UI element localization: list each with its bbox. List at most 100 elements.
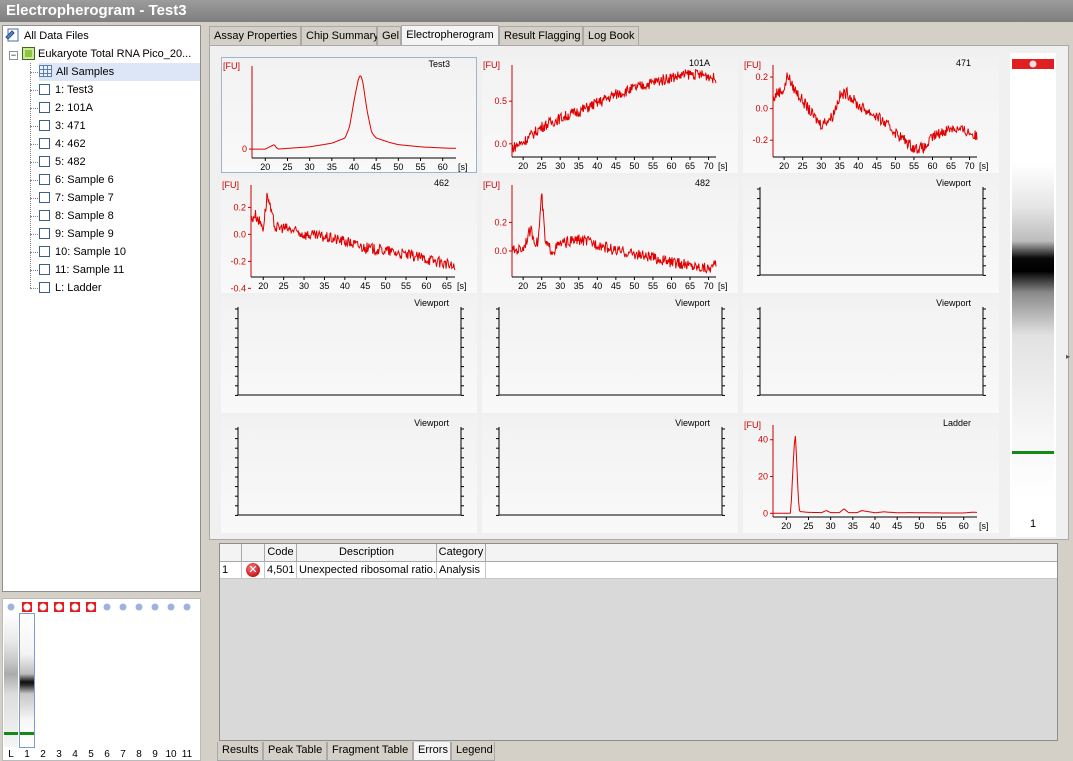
gel-lane-11[interactable]	[180, 614, 194, 747]
gel-lane-6[interactable]	[100, 614, 114, 747]
gel-lane-9[interactable]	[148, 614, 162, 747]
lane-flag-icon	[70, 602, 80, 612]
fu-axis-label: [FU]	[744, 420, 761, 430]
lane-label: 8	[136, 749, 142, 760]
bottom-tab-peak-table[interactable]: Peak Table	[263, 742, 327, 761]
tree-item-8-sample-8[interactable]: 8: Sample 8	[39, 207, 189, 225]
gel-lane-5[interactable]	[84, 614, 98, 747]
category-column-header[interactable]: Category	[437, 544, 486, 562]
viewport-plot[interactable]: Viewport	[743, 297, 999, 413]
tree-item-1-test3[interactable]: 1: Test3	[39, 81, 189, 99]
lane-dot-icon	[166, 602, 176, 612]
tree-item-5-482[interactable]: 5: 482	[39, 153, 189, 171]
gel-lane-3[interactable]	[52, 614, 66, 747]
lane-flag-icon	[54, 602, 64, 612]
error-category[interactable]: Analysis	[437, 562, 486, 579]
tree-root[interactable]: All Data Files	[5, 27, 89, 45]
error-description[interactable]: Unexpected ribosomal ratio.	[297, 562, 437, 579]
x-tick-label: 60	[421, 281, 431, 291]
tree-file[interactable]: Eukaryote Total RNA Pico_20...	[22, 45, 191, 63]
plot-462[interactable]: 462 [FU] 20 25 30 35 40 45 50 55 60 65 [s] 0.2 0.0 -0.2…	[221, 177, 477, 293]
tab-assay-properties[interactable]: Assay Properties	[209, 26, 301, 45]
gel-lane-7[interactable]	[116, 614, 130, 747]
code-column-header[interactable]: Code	[265, 544, 297, 562]
sample-icon	[39, 119, 50, 131]
plot-471[interactable]: 471 [FU] 20 25 30 35 40 45 50 55 60 65 70 [s] 0.2 0.0 -0…	[743, 57, 999, 173]
tree-collapse-icon[interactable]: −	[9, 50, 18, 60]
x-tick-label: 55	[937, 521, 947, 531]
tab-gel[interactable]: Gel	[377, 26, 401, 45]
x-tick-label: 50	[393, 162, 403, 172]
bottom-tab-errors[interactable]: Errors	[413, 742, 451, 761]
tree-item-11-sample-11[interactable]: 11: Sample 11	[39, 261, 189, 279]
x-tick-label: 35	[327, 162, 337, 172]
gel-overview[interactable]: L 1 2 3 4 5 6 7 8 9 10 11	[2, 598, 201, 761]
x-tick-label: 55	[648, 281, 658, 291]
error-code[interactable]: 4,501	[265, 562, 297, 579]
tab-log-book[interactable]: Log Book	[583, 26, 639, 45]
gel-lane-4[interactable]	[68, 614, 82, 747]
lane-flag-icon	[22, 602, 32, 612]
fu-axis-label: [FU]	[483, 180, 500, 190]
sample-icon	[39, 263, 50, 275]
bottom-tab-fragment-table[interactable]: Fragment Table	[327, 742, 413, 761]
x-tick-label: 20	[260, 162, 270, 172]
tree-item-3-471[interactable]: 3: 471	[39, 117, 189, 135]
x-tick-label: 20	[258, 281, 268, 291]
x-tick-label: 20	[779, 161, 789, 171]
x-tick-label: 40	[870, 521, 880, 531]
y-tick-label: 0.2	[494, 217, 507, 227]
gel-lane-2[interactable]	[36, 614, 50, 747]
lane-label: 9	[152, 749, 158, 760]
tree-item-10-sample-10[interactable]: 10: Sample 10	[39, 243, 189, 261]
tab-result-flagging[interactable]: Result Flagging	[499, 26, 583, 45]
error-icon: ✕	[246, 563, 260, 577]
x-tick-label: 65	[685, 281, 695, 291]
data-files-tree[interactable]: All Data Files − Eukaryote Total RNA Pic…	[2, 25, 201, 592]
viewport-plot[interactable]: Viewport	[482, 297, 738, 413]
description-column-header[interactable]: Description	[297, 544, 437, 562]
gel-lane-10[interactable]	[164, 614, 178, 747]
x-tick-label: 45	[371, 162, 381, 172]
tree-item-label: 9: Sample 9	[55, 228, 114, 240]
x-tick-label: 50	[629, 161, 639, 171]
tree-item-9-sample-9[interactable]: 9: Sample 9	[39, 225, 189, 243]
tree-item-2-101a[interactable]: 2: 101A	[39, 99, 189, 117]
errors-table: Code Description Category 1 ✕ 4,501 Unex…	[219, 543, 1058, 741]
plot-ladder[interactable]: Ladder [FU] 20 25 30 35 40 45 50 55 60 [s] 40 20 0	[743, 417, 999, 533]
x-tick-label: 50	[914, 521, 924, 531]
bottom-tab-legend[interactable]: Legend	[451, 742, 495, 761]
plot-482[interactable]: 482 [FU] 20 25 30 35 40 45 50 55 60 65 70 [s] 0.2 0.0	[482, 177, 738, 293]
expand-arrow-icon[interactable]: ▸	[1066, 352, 1071, 361]
plot-test3[interactable]: Test3 [FU] 20 25 30 35 40 45 50 55 60 [s] 0	[221, 57, 477, 173]
tree-item-7-sample-7[interactable]: 7: Sample 7	[39, 189, 189, 207]
lane-number: 1	[1030, 518, 1036, 530]
viewport-plot[interactable]: Viewport	[221, 417, 477, 533]
gel-lane-8[interactable]	[132, 614, 146, 747]
tree-item-4-462[interactable]: 4: 462	[39, 135, 189, 153]
viewport-plot[interactable]: Viewport	[743, 177, 999, 293]
row-index[interactable]: 1	[220, 562, 242, 579]
gel-lane-1[interactable]	[19, 613, 35, 748]
x-tick-label: 40	[853, 161, 863, 171]
x-tick-label: 45	[611, 281, 621, 291]
viewport-plot[interactable]: Viewport	[221, 297, 477, 413]
lane-label: 10	[165, 749, 177, 760]
tab-electropherogram[interactable]: Electropherogram	[401, 25, 499, 46]
lane-dot-icon	[182, 602, 192, 612]
x-tick-label: 40	[340, 281, 350, 291]
x-tick-label: 60	[438, 162, 448, 172]
x-tick-label: 20	[518, 281, 528, 291]
tab-chip-summary[interactable]: Chip Summary	[301, 26, 379, 45]
x-tick-label: 55	[648, 161, 658, 171]
plot-101a[interactable]: 101A [FU] 20 25 30 35 40 45 50 55 60 65 70 [s] 0.5 0.0	[482, 57, 738, 173]
bottom-tab-results[interactable]: Results	[217, 742, 263, 761]
tree-item-l-ladder[interactable]: L: Ladder	[39, 279, 189, 297]
tree-item-label: 5: 482	[55, 156, 86, 168]
window-title: Electropherogram - Test3	[0, 0, 1073, 22]
tree-item-6-sample-6[interactable]: 6: Sample 6	[39, 171, 189, 189]
gel-lane-l[interactable]	[4, 614, 18, 747]
gel-lane-view[interactable]: 1	[1010, 53, 1056, 537]
viewport-plot[interactable]: Viewport	[482, 417, 738, 533]
tree-item-all-samples[interactable]: All Samples	[39, 63, 200, 81]
